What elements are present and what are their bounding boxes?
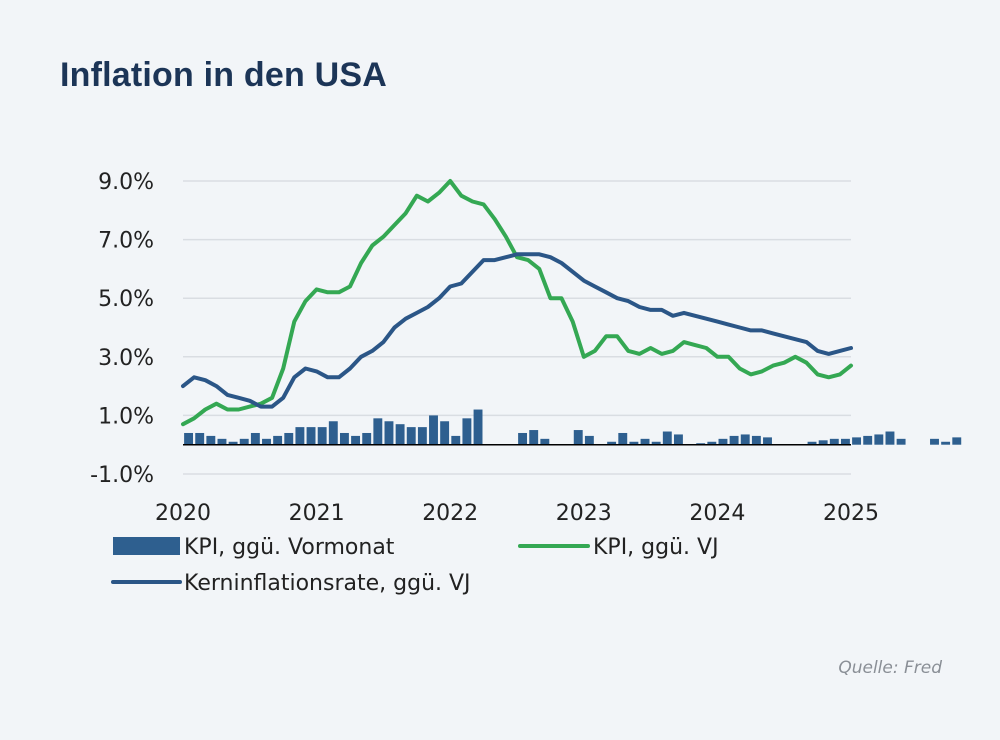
y-tick-label: 9.0% (98, 170, 154, 195)
bar-kpi-mom (306, 427, 316, 445)
bar-kpi-mom (451, 435, 461, 445)
bar-kpi-mom (284, 432, 294, 445)
bar-kpi-mom (673, 434, 683, 445)
bar-kpi-mom (217, 438, 227, 445)
bar-kpi-mom (840, 438, 850, 445)
bar-kpi-mom (250, 432, 260, 445)
bar-kpi-mom (629, 441, 639, 445)
bar-kpi-mom (473, 409, 483, 445)
y-tick-label: 7.0% (98, 229, 154, 254)
bar-kpi-mom (896, 438, 906, 445)
bar-kpi-mom (373, 418, 383, 445)
legend-label-core-yoy: Kerninflationsrate, ggü. VJ (184, 571, 471, 596)
legend-label-kpi-yoy: KPI, ggü. VJ (593, 535, 719, 560)
x-tick-label: 2020 (155, 501, 211, 526)
bar-kpi-mom (885, 431, 895, 445)
x-tick-label: 2025 (823, 501, 879, 526)
bar-kpi-mom (584, 435, 594, 445)
bar-kpi-mom (262, 438, 271, 445)
bar-kpi-mom (328, 421, 338, 445)
legend: KPI, ggü. Vormonat KPI, ggü. VJ Kerninflat… (111, 535, 719, 596)
line-kpi-yoy (181, 179, 853, 427)
bar-kpi-mom (640, 438, 650, 445)
bar-kpi-mom (952, 437, 962, 445)
x-tick-label: 2024 (689, 501, 745, 526)
bar-kpi-mom (863, 435, 873, 445)
bar-kpi-mom (440, 421, 450, 445)
bar-kpi-mom (239, 438, 249, 445)
bar-kpi-mom (395, 424, 405, 445)
bar-kpi-mom (195, 432, 205, 445)
bar-kpi-mom (618, 432, 628, 445)
bar-kpi-mom (206, 435, 216, 445)
x-tick-label: 2023 (556, 501, 612, 526)
legend-label-kpi-mom: KPI, ggü. Vormonat (184, 535, 395, 560)
bar-kpi-mom (529, 430, 539, 445)
bar-kpi-mom (417, 427, 427, 445)
bar-kpi-mom (874, 434, 884, 445)
source-note: Quelle: Fred (838, 658, 942, 678)
bar-kpi-mom (351, 435, 361, 445)
bar-kpi-mom (607, 441, 617, 445)
gridlines (183, 180, 851, 475)
bar-kpi-mom (829, 438, 839, 445)
bar-kpi-mom (339, 432, 349, 445)
bar-kpi-mom (852, 437, 862, 445)
bar-kpi-mom (429, 415, 438, 445)
bar-kpi-mom (662, 431, 672, 445)
bar-kpi-mom (462, 418, 472, 445)
page-title: Inflation in den USA (60, 56, 387, 94)
bar-kpi-mom (228, 441, 238, 445)
bar-kpi-mom (751, 435, 761, 445)
x-axis-labels: 2020 2021 2022 2023 2024 2025 (155, 501, 879, 526)
bar-kpi-mom (518, 432, 528, 445)
bar-kpi-mom (384, 421, 394, 445)
line-core-yoy (181, 252, 853, 409)
bar-kpi-mom (930, 438, 939, 445)
bar-kpi-mom (184, 432, 194, 445)
bar-kpi-mom (295, 427, 305, 445)
bar-kpi-mom (406, 427, 416, 445)
bar-kpi-mom (718, 438, 728, 445)
x-tick-label: 2021 (289, 501, 345, 526)
y-tick-label: 5.0% (98, 287, 154, 312)
bar-series-kpi-mom (184, 409, 962, 445)
y-axis-labels: -1.0% 1.0% 3.0% 5.0% 7.0% 9.0% (90, 170, 154, 488)
bar-kpi-mom (573, 430, 583, 445)
y-tick-label: 3.0% (98, 346, 154, 371)
line-series (181, 179, 853, 427)
bar-kpi-mom (273, 435, 283, 445)
bar-kpi-mom (651, 441, 661, 445)
bar-kpi-mom (317, 427, 327, 445)
bar-kpi-mom (807, 441, 817, 445)
bar-kpi-mom (729, 435, 739, 445)
x-tick-label: 2022 (422, 501, 478, 526)
bar-kpi-mom (740, 434, 750, 445)
bar-kpi-mom (707, 441, 717, 445)
y-tick-label: -1.0% (90, 463, 154, 488)
bar-kpi-mom (540, 438, 550, 445)
legend-swatch-kpi-mom (113, 537, 180, 555)
bar-kpi-mom (941, 441, 951, 445)
bar-kpi-mom (818, 440, 828, 445)
y-tick-label: 1.0% (98, 404, 154, 429)
bar-kpi-mom (362, 432, 372, 445)
bar-kpi-mom (763, 437, 772, 445)
